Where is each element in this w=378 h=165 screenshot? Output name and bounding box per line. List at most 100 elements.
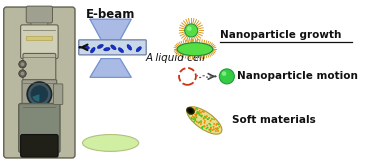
Circle shape: [191, 117, 192, 119]
FancyBboxPatch shape: [31, 9, 48, 31]
FancyBboxPatch shape: [53, 84, 63, 105]
Ellipse shape: [90, 47, 95, 53]
Circle shape: [207, 118, 209, 120]
Circle shape: [206, 115, 208, 117]
Circle shape: [194, 118, 196, 120]
Circle shape: [196, 113, 198, 115]
Circle shape: [191, 118, 193, 120]
Circle shape: [208, 117, 210, 119]
Circle shape: [218, 126, 220, 128]
Circle shape: [201, 126, 203, 128]
FancyBboxPatch shape: [22, 80, 57, 109]
Circle shape: [218, 123, 220, 125]
Circle shape: [209, 129, 211, 131]
Circle shape: [208, 123, 210, 125]
Circle shape: [209, 124, 211, 126]
Circle shape: [195, 115, 197, 116]
Ellipse shape: [97, 44, 103, 49]
Circle shape: [196, 121, 198, 123]
Circle shape: [21, 72, 24, 75]
Circle shape: [210, 129, 212, 131]
Circle shape: [206, 124, 208, 126]
Circle shape: [188, 111, 190, 113]
Circle shape: [207, 127, 209, 129]
Circle shape: [197, 111, 198, 113]
Circle shape: [217, 127, 218, 129]
Circle shape: [189, 112, 191, 114]
Circle shape: [192, 108, 194, 110]
Circle shape: [195, 114, 197, 115]
Circle shape: [27, 82, 51, 106]
Circle shape: [209, 130, 211, 132]
Circle shape: [213, 118, 215, 120]
Circle shape: [193, 116, 195, 118]
Circle shape: [31, 86, 48, 103]
Circle shape: [210, 126, 212, 128]
Circle shape: [195, 108, 197, 110]
Circle shape: [200, 112, 202, 114]
Circle shape: [194, 117, 195, 119]
Text: A liquid cell: A liquid cell: [145, 53, 205, 63]
Circle shape: [197, 111, 198, 113]
Ellipse shape: [127, 45, 132, 50]
Circle shape: [193, 118, 194, 120]
Polygon shape: [90, 19, 131, 40]
Circle shape: [19, 60, 26, 68]
Circle shape: [215, 128, 217, 130]
Circle shape: [201, 127, 203, 129]
Circle shape: [200, 115, 201, 116]
Circle shape: [205, 117, 207, 119]
Circle shape: [195, 116, 197, 118]
Circle shape: [195, 115, 197, 117]
Circle shape: [203, 125, 205, 127]
Text: E-beam: E-beam: [86, 8, 135, 21]
Circle shape: [196, 112, 198, 114]
Circle shape: [189, 113, 191, 115]
FancyBboxPatch shape: [21, 134, 58, 157]
Circle shape: [203, 118, 204, 120]
Circle shape: [191, 109, 193, 110]
Circle shape: [196, 108, 198, 110]
Circle shape: [194, 119, 196, 121]
Circle shape: [215, 130, 217, 132]
Circle shape: [198, 112, 200, 114]
Circle shape: [200, 121, 202, 123]
Circle shape: [201, 115, 203, 116]
Circle shape: [190, 111, 192, 113]
Circle shape: [210, 128, 212, 130]
Circle shape: [216, 127, 218, 129]
Circle shape: [211, 118, 213, 120]
Circle shape: [222, 71, 226, 76]
Circle shape: [191, 109, 193, 111]
Circle shape: [204, 120, 206, 122]
Circle shape: [206, 118, 208, 120]
Circle shape: [216, 128, 218, 130]
Circle shape: [197, 112, 199, 113]
FancyBboxPatch shape: [23, 53, 56, 84]
Circle shape: [203, 117, 205, 119]
Circle shape: [204, 116, 206, 117]
Circle shape: [187, 26, 192, 31]
Circle shape: [192, 109, 194, 111]
Circle shape: [194, 109, 196, 111]
FancyBboxPatch shape: [79, 40, 146, 55]
Circle shape: [198, 114, 200, 116]
Circle shape: [215, 124, 217, 126]
Ellipse shape: [136, 47, 141, 52]
Ellipse shape: [118, 48, 124, 53]
Circle shape: [213, 128, 215, 130]
Circle shape: [204, 116, 206, 118]
Circle shape: [201, 127, 203, 129]
Circle shape: [200, 123, 202, 125]
FancyBboxPatch shape: [19, 104, 60, 152]
Ellipse shape: [104, 48, 110, 51]
Circle shape: [194, 118, 196, 120]
Ellipse shape: [177, 43, 213, 56]
Ellipse shape: [111, 45, 116, 50]
Circle shape: [212, 129, 214, 131]
Circle shape: [194, 108, 196, 110]
Circle shape: [210, 120, 212, 122]
Ellipse shape: [83, 46, 90, 49]
Circle shape: [201, 116, 203, 117]
Wedge shape: [33, 94, 39, 102]
